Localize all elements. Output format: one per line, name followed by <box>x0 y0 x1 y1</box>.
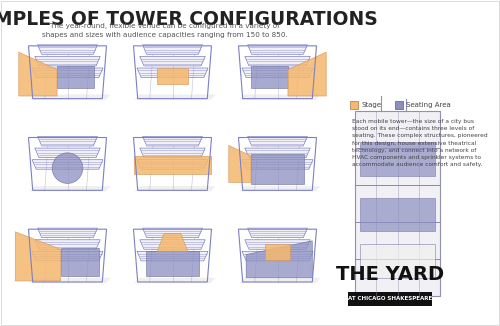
Polygon shape <box>242 251 313 261</box>
Polygon shape <box>140 148 205 157</box>
Polygon shape <box>245 148 310 157</box>
Polygon shape <box>134 186 216 191</box>
Polygon shape <box>146 251 199 276</box>
Polygon shape <box>142 137 203 146</box>
Polygon shape <box>140 56 205 66</box>
Polygon shape <box>35 148 100 157</box>
Text: Each mobile tower—the size of a city bus
stood on its end—contains three levels : Each mobile tower—the size of a city bus… <box>352 119 488 167</box>
Polygon shape <box>60 248 99 276</box>
FancyBboxPatch shape <box>360 198 435 231</box>
Text: AT CHICAGO SHAKESPEARE: AT CHICAGO SHAKESPEARE <box>348 297 432 302</box>
Polygon shape <box>248 45 308 54</box>
Bar <box>350 101 358 109</box>
Polygon shape <box>251 66 288 88</box>
Polygon shape <box>29 278 110 283</box>
Polygon shape <box>134 278 216 283</box>
Text: Stage: Stage <box>361 102 381 108</box>
Polygon shape <box>137 160 208 169</box>
Polygon shape <box>137 68 208 78</box>
Polygon shape <box>248 228 308 238</box>
Text: THE YARD: THE YARD <box>336 265 444 284</box>
Polygon shape <box>239 95 320 100</box>
Circle shape <box>52 153 83 184</box>
Polygon shape <box>38 137 98 146</box>
Polygon shape <box>157 68 188 84</box>
Polygon shape <box>19 52 57 96</box>
Polygon shape <box>57 66 94 88</box>
Polygon shape <box>29 95 110 100</box>
Polygon shape <box>288 52 326 96</box>
Polygon shape <box>140 240 205 249</box>
Polygon shape <box>245 240 310 249</box>
Polygon shape <box>32 251 103 261</box>
Polygon shape <box>239 278 320 283</box>
Polygon shape <box>32 68 103 78</box>
Polygon shape <box>134 156 211 174</box>
Polygon shape <box>38 228 98 238</box>
FancyBboxPatch shape <box>360 244 435 277</box>
Polygon shape <box>142 45 203 54</box>
Polygon shape <box>265 244 290 260</box>
Polygon shape <box>137 251 208 261</box>
Polygon shape <box>35 240 100 249</box>
Polygon shape <box>29 186 110 191</box>
Polygon shape <box>38 45 98 54</box>
Bar <box>348 292 432 306</box>
Polygon shape <box>246 241 312 278</box>
Text: The year-round, flexible venue can be configured in a variety of
shapes and size: The year-round, flexible venue can be co… <box>42 23 288 37</box>
FancyBboxPatch shape <box>360 142 435 176</box>
Polygon shape <box>248 137 308 146</box>
Polygon shape <box>157 233 188 251</box>
Polygon shape <box>355 111 440 296</box>
Polygon shape <box>229 145 251 182</box>
Bar <box>395 101 403 109</box>
Polygon shape <box>242 160 313 169</box>
Polygon shape <box>251 155 304 184</box>
Text: EXAMPLES OF TOWER CONFIGURATIONS: EXAMPLES OF TOWER CONFIGURATIONS <box>0 10 378 29</box>
Polygon shape <box>142 228 203 238</box>
Polygon shape <box>35 56 100 66</box>
Polygon shape <box>32 160 103 169</box>
Polygon shape <box>245 56 310 66</box>
Text: Seating Area: Seating Area <box>406 102 451 108</box>
Polygon shape <box>134 95 216 100</box>
Polygon shape <box>242 68 313 78</box>
Polygon shape <box>239 186 320 191</box>
Polygon shape <box>16 232 60 281</box>
